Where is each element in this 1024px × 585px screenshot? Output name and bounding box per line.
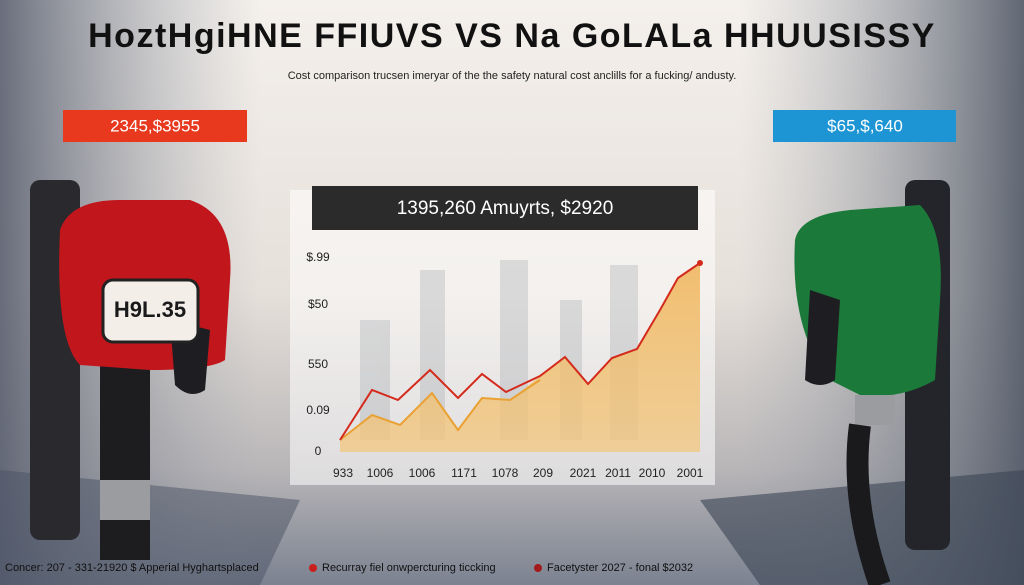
red-line bbox=[339, 262, 701, 441]
chart-header bbox=[312, 186, 698, 230]
orange-line bbox=[339, 379, 541, 441]
right-badge bbox=[773, 110, 956, 142]
area bbox=[340, 263, 700, 452]
x-label: 1006 bbox=[367, 466, 394, 480]
footer-source: Concer: 207 - 331-21920 $ Apperial Hygha… bbox=[5, 562, 259, 574]
y-label: $.99 bbox=[306, 250, 330, 264]
x-label: 2001 bbox=[677, 466, 704, 480]
green-pump bbox=[794, 180, 950, 585]
x-label: 2021 bbox=[570, 466, 597, 480]
subtitle: Cost comparison trucsen imeryar of the t… bbox=[288, 70, 737, 82]
x-label: 2010 bbox=[639, 466, 666, 480]
right-badge-text: $65,$,640 bbox=[827, 116, 903, 135]
end-dot bbox=[697, 260, 703, 266]
chart-header-text: 1395,260 Amuyrts, $2920 bbox=[397, 198, 614, 219]
legend-dot bbox=[534, 564, 542, 572]
legend-dot bbox=[309, 564, 317, 572]
y-label: 0 bbox=[315, 444, 322, 458]
red-pump bbox=[30, 180, 231, 560]
x-label: 1006 bbox=[409, 466, 436, 480]
y-label: $50 bbox=[308, 297, 328, 311]
y-label: 550 bbox=[308, 357, 328, 371]
y-label: 0.09 bbox=[306, 403, 330, 417]
x-label: 209 bbox=[533, 466, 553, 480]
pump-label: H9L.35 bbox=[114, 297, 186, 322]
x-label: 1171 bbox=[451, 466, 477, 480]
x-label: 2011 bbox=[605, 466, 631, 480]
legend-entry: Facetyster 2027 - fonal $2032 bbox=[547, 562, 693, 574]
left-badge-text: 2345,$3955 bbox=[110, 116, 200, 135]
x-label: 1078 bbox=[492, 466, 519, 480]
x-label: 933 bbox=[333, 466, 353, 480]
title: HoztHgiHNE FFIUVS VS Na GoLALa HHUUSISSY bbox=[88, 17, 936, 55]
left-badge bbox=[63, 110, 247, 142]
legend-entry: Recurray fiel onwpercturing ticcking bbox=[322, 562, 496, 574]
